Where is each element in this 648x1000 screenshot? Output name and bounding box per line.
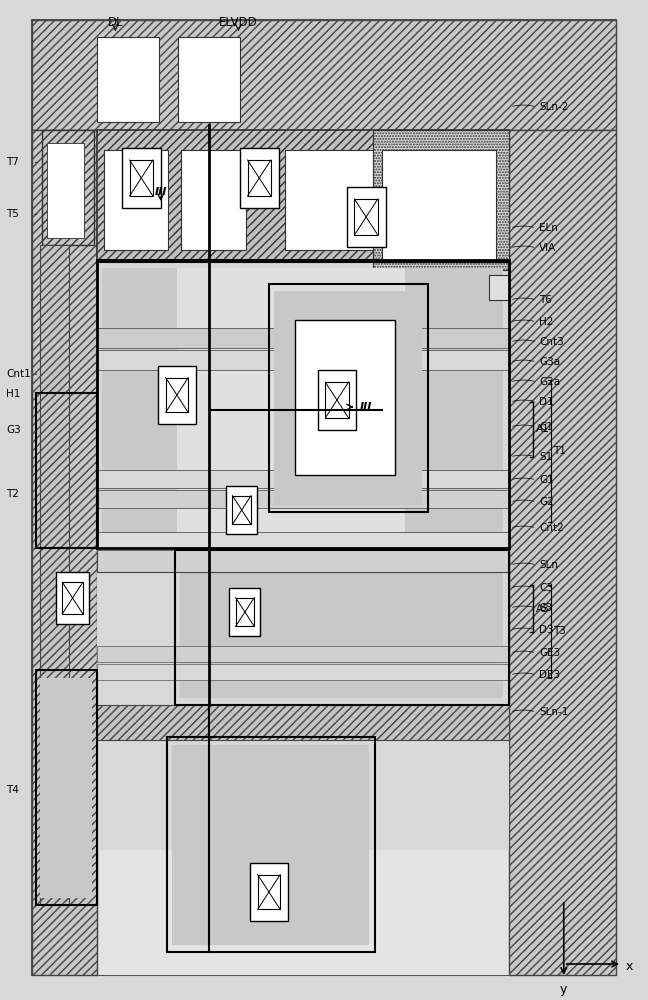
Bar bbox=[226, 486, 257, 534]
Bar bbox=[177, 268, 405, 540]
Bar bbox=[233, 496, 251, 524]
Text: T1: T1 bbox=[553, 446, 566, 456]
Bar bbox=[178, 37, 240, 122]
Text: ELn: ELn bbox=[539, 223, 558, 233]
Text: SLn-1: SLn-1 bbox=[539, 707, 568, 717]
Bar bbox=[158, 366, 196, 424]
Text: T7: T7 bbox=[6, 157, 19, 167]
Bar bbox=[40, 245, 69, 905]
Text: T6: T6 bbox=[539, 295, 552, 305]
Text: H2: H2 bbox=[539, 317, 553, 327]
Bar bbox=[97, 470, 509, 488]
Bar bbox=[269, 284, 428, 512]
Bar bbox=[180, 558, 503, 698]
Text: G2a: G2a bbox=[539, 377, 561, 387]
Text: SLn: SLn bbox=[539, 560, 558, 570]
Bar bbox=[97, 160, 509, 850]
Bar bbox=[248, 160, 271, 196]
Text: S1: S1 bbox=[539, 452, 552, 462]
Bar bbox=[97, 130, 509, 975]
Bar bbox=[240, 148, 279, 208]
Bar bbox=[285, 150, 373, 250]
Text: III: III bbox=[360, 402, 372, 412]
Bar bbox=[102, 268, 177, 540]
Bar bbox=[97, 548, 509, 572]
Text: C3: C3 bbox=[539, 583, 553, 593]
Text: y: y bbox=[560, 983, 568, 996]
Bar bbox=[382, 150, 496, 260]
Bar bbox=[166, 378, 188, 412]
Bar bbox=[97, 260, 509, 548]
Text: T3: T3 bbox=[553, 626, 566, 637]
Text: H1: H1 bbox=[6, 389, 21, 399]
Bar bbox=[97, 328, 509, 348]
Bar bbox=[42, 130, 94, 245]
Bar bbox=[47, 143, 84, 238]
Text: SLn-2: SLn-2 bbox=[539, 102, 568, 112]
Text: T4: T4 bbox=[6, 785, 19, 795]
Bar bbox=[40, 678, 92, 898]
Bar bbox=[325, 382, 349, 418]
Bar bbox=[97, 532, 509, 550]
Bar bbox=[250, 863, 288, 921]
Bar bbox=[122, 148, 161, 208]
Bar bbox=[509, 130, 616, 975]
Text: D1: D1 bbox=[539, 397, 554, 407]
Text: T5: T5 bbox=[6, 209, 19, 219]
Bar bbox=[354, 199, 378, 235]
Text: Cnt1: Cnt1 bbox=[6, 369, 31, 379]
Text: x: x bbox=[626, 960, 633, 972]
Bar bbox=[175, 550, 509, 705]
Bar bbox=[97, 705, 509, 740]
Bar bbox=[489, 275, 509, 300]
Text: Cnt2: Cnt2 bbox=[539, 523, 564, 533]
Bar bbox=[347, 187, 386, 247]
Bar bbox=[97, 664, 509, 680]
Bar bbox=[97, 350, 509, 370]
Text: S3: S3 bbox=[539, 603, 552, 613]
Bar bbox=[318, 370, 356, 430]
Bar bbox=[97, 130, 509, 260]
Bar bbox=[97, 490, 509, 508]
Text: GE3: GE3 bbox=[539, 648, 561, 658]
Text: DE3: DE3 bbox=[539, 670, 561, 680]
Bar bbox=[36, 670, 97, 905]
Bar bbox=[373, 130, 509, 270]
Bar bbox=[97, 37, 159, 122]
Bar bbox=[181, 150, 246, 250]
Bar bbox=[229, 588, 260, 636]
Text: A1: A1 bbox=[536, 424, 550, 434]
Text: C1: C1 bbox=[539, 422, 553, 432]
Text: G1: G1 bbox=[539, 475, 554, 485]
Bar bbox=[97, 646, 509, 662]
Text: G2: G2 bbox=[539, 497, 554, 507]
Text: Cnt3: Cnt3 bbox=[539, 337, 564, 347]
Bar bbox=[295, 320, 395, 475]
Bar bbox=[236, 598, 254, 626]
Bar bbox=[56, 572, 89, 624]
Text: G3: G3 bbox=[6, 425, 21, 435]
Bar bbox=[104, 150, 168, 250]
Text: VIA: VIA bbox=[539, 243, 557, 253]
Bar bbox=[172, 745, 369, 945]
Bar bbox=[62, 582, 83, 614]
Bar bbox=[258, 875, 280, 909]
Bar bbox=[405, 268, 503, 540]
Text: G3a: G3a bbox=[539, 357, 561, 367]
Bar bbox=[32, 130, 97, 975]
Text: D3: D3 bbox=[539, 625, 554, 635]
Text: T2: T2 bbox=[6, 489, 19, 499]
Bar bbox=[97, 130, 509, 975]
Bar bbox=[274, 291, 422, 505]
Text: III: III bbox=[154, 187, 167, 197]
Text: DL: DL bbox=[108, 15, 123, 28]
Text: A3: A3 bbox=[536, 604, 550, 614]
Bar bbox=[167, 737, 375, 952]
Bar bbox=[36, 393, 97, 548]
Text: ELVDD: ELVDD bbox=[219, 15, 258, 28]
Bar bbox=[130, 160, 153, 196]
Bar bbox=[32, 20, 616, 130]
